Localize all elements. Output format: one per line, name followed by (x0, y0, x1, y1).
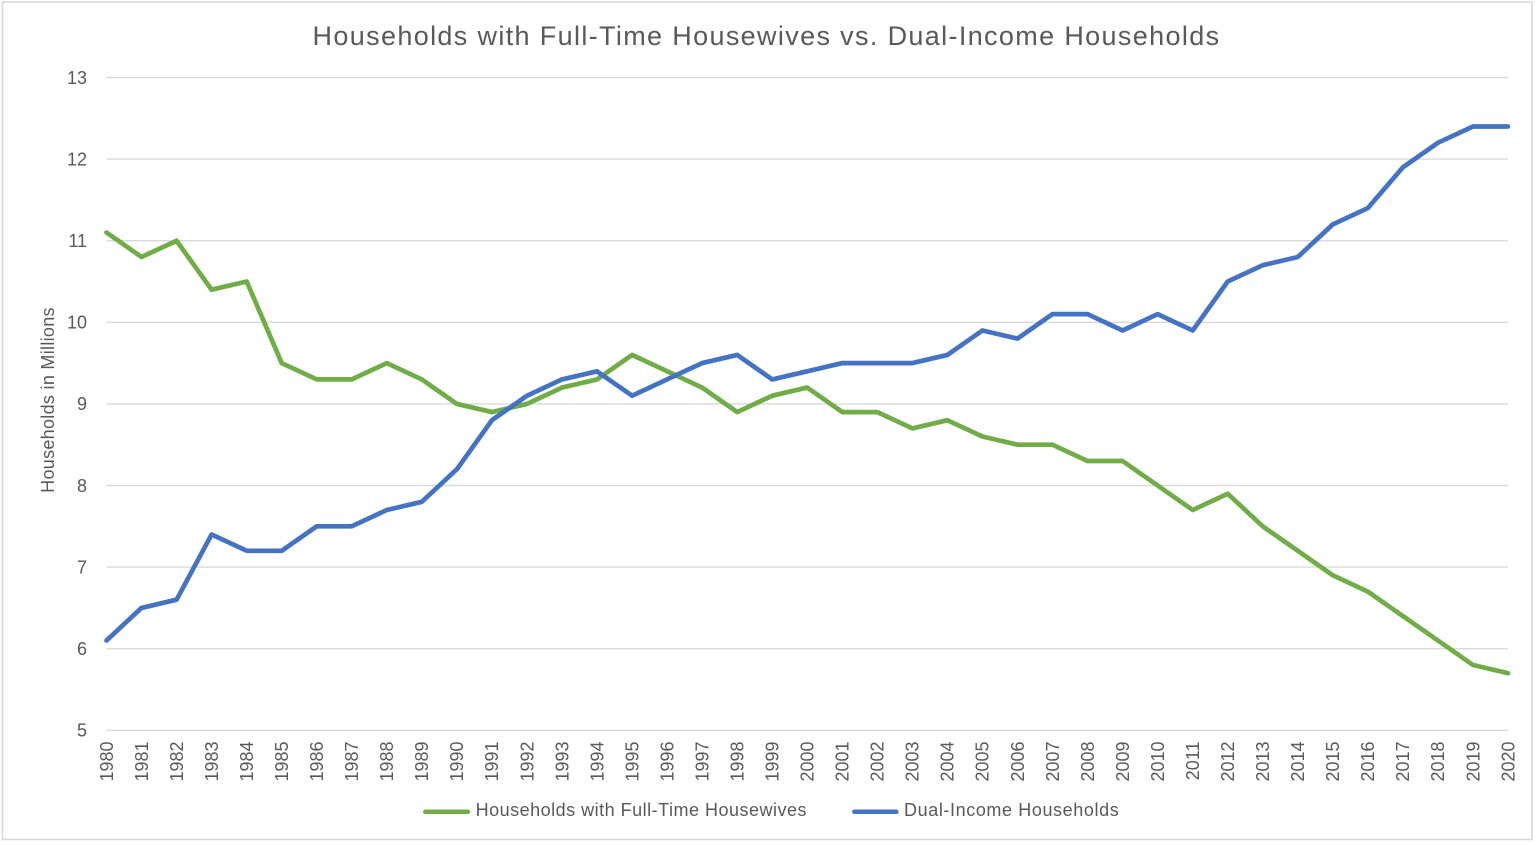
svg-text:1985: 1985 (272, 742, 292, 782)
svg-text:1989: 1989 (412, 742, 432, 782)
svg-text:1996: 1996 (657, 742, 677, 782)
svg-text:2016: 2016 (1358, 742, 1378, 782)
svg-text:2005: 2005 (973, 742, 993, 782)
svg-text:7: 7 (77, 557, 87, 577)
svg-text:2003: 2003 (903, 742, 923, 782)
svg-text:1995: 1995 (622, 742, 642, 782)
svg-text:2010: 2010 (1148, 742, 1168, 782)
svg-text:2014: 2014 (1288, 742, 1308, 782)
svg-text:2019: 2019 (1463, 742, 1483, 782)
svg-text:2012: 2012 (1218, 742, 1238, 782)
svg-text:Households in Millions: Households in Millions (38, 307, 58, 493)
svg-text:1992: 1992 (517, 742, 537, 782)
svg-text:Households with Full-Time Hous: Households with Full-Time Housewives vs.… (313, 21, 1221, 51)
svg-text:1998: 1998 (728, 742, 748, 782)
svg-text:1988: 1988 (377, 742, 397, 782)
svg-text:9: 9 (77, 394, 87, 414)
svg-text:Households with Full-Time Hous: Households with Full-Time Housewives (476, 800, 807, 820)
svg-text:1983: 1983 (202, 742, 222, 782)
svg-text:2018: 2018 (1428, 742, 1448, 782)
svg-text:1981: 1981 (132, 742, 152, 782)
svg-text:2015: 2015 (1323, 742, 1343, 782)
svg-text:8: 8 (77, 476, 87, 496)
svg-text:2007: 2007 (1043, 742, 1063, 782)
svg-text:1991: 1991 (482, 742, 502, 782)
svg-text:1994: 1994 (587, 742, 607, 782)
svg-text:2017: 2017 (1393, 742, 1413, 782)
svg-text:2013: 2013 (1253, 742, 1273, 782)
svg-text:2006: 2006 (1008, 742, 1028, 782)
svg-text:2009: 2009 (1113, 742, 1133, 782)
svg-text:1986: 1986 (307, 742, 327, 782)
svg-text:10: 10 (67, 313, 87, 333)
svg-text:12: 12 (67, 149, 87, 169)
svg-text:1997: 1997 (692, 742, 712, 782)
svg-text:2008: 2008 (1078, 742, 1098, 782)
svg-text:1987: 1987 (342, 742, 362, 782)
svg-text:1999: 1999 (763, 742, 783, 782)
svg-text:5: 5 (77, 721, 87, 741)
svg-text:11: 11 (68, 231, 87, 251)
svg-text:Dual-Income Households: Dual-Income Households (904, 800, 1119, 820)
svg-text:2001: 2001 (833, 742, 853, 782)
svg-text:1982: 1982 (167, 742, 187, 782)
svg-text:1990: 1990 (447, 742, 467, 782)
svg-text:1993: 1993 (552, 742, 572, 782)
svg-text:6: 6 (77, 639, 87, 659)
svg-text:2020: 2020 (1498, 742, 1518, 782)
svg-text:1984: 1984 (237, 742, 257, 782)
svg-text:2004: 2004 (938, 742, 958, 782)
svg-text:2000: 2000 (798, 742, 818, 782)
svg-text:1980: 1980 (97, 742, 117, 782)
svg-text:13: 13 (67, 68, 87, 88)
svg-text:2002: 2002 (868, 742, 888, 782)
svg-text:2011: 2011 (1183, 742, 1203, 781)
